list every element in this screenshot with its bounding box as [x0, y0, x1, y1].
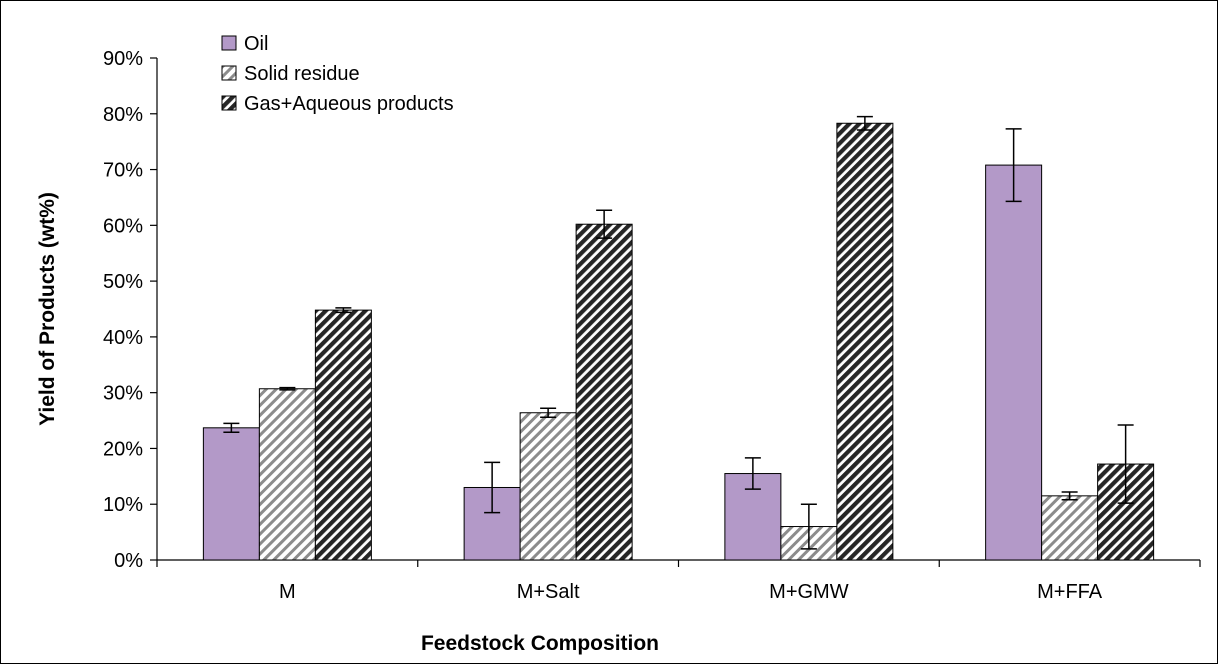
error-bar-oil-m-gmw [744, 457, 761, 490]
error-bar-solid-residue-m-salt [540, 407, 557, 418]
y-tick-label: 20% [103, 438, 143, 460]
y-tick-label: 10% [103, 494, 143, 516]
bar-oil-m-ffa [985, 164, 1043, 561]
bar-solid-residue-m-salt [519, 412, 577, 561]
bars-layer [202, 122, 1155, 561]
bar-gas-aqueous-products-m [314, 309, 372, 561]
legend-swatch-gas-aqueous-products [221, 95, 237, 111]
y-axis-title: Yield of Products (wt%) [36, 192, 59, 426]
y-tick-label: 0% [114, 550, 143, 572]
x-axis-title: Feedstock Composition [421, 632, 659, 655]
error-bar-gas-aqueous-products-m [335, 307, 352, 314]
bar-gas-aqueous-products-m-salt [575, 223, 633, 561]
legend-label-gas-aqueous-products: Gas+Aqueous products [244, 93, 454, 115]
y-tick-label: 40% [103, 327, 143, 349]
y-tick-label: 60% [103, 215, 143, 237]
bar-solid-residue-m [258, 388, 316, 561]
error-bar-gas-aqueous-products-m-gmw [856, 115, 873, 131]
y-tick-label: 90% [103, 48, 143, 70]
bar-solid-residue-m-ffa [1041, 495, 1099, 561]
bar-gas-aqueous-products-m-gmw [836, 122, 894, 561]
legend-swatch-solid-residue [221, 65, 237, 81]
x-tick-label: M [279, 581, 296, 603]
error-bar-oil-m [223, 422, 240, 434]
error-bars-layer [223, 115, 1134, 550]
error-bar-gas-aqueous-products-m-salt [596, 209, 613, 239]
error-bar-gas-aqueous-products-m-ffa [1117, 424, 1134, 504]
error-bar-oil-m-salt [484, 461, 501, 514]
x-tick-label: M+Salt [517, 581, 580, 603]
y-tick-label: 30% [103, 383, 143, 405]
error-bar-solid-residue-m [279, 386, 296, 391]
error-bar-solid-residue-m-ffa [1061, 491, 1078, 501]
y-tick-label: 70% [103, 160, 143, 182]
legend: Oil Solid residue Gas+Aqueous products [221, 33, 454, 115]
y-tick-label: 80% [103, 104, 143, 126]
y-tick-label: 50% [103, 271, 143, 293]
legend-label-oil: Oil [244, 33, 268, 55]
bar-oil-m [202, 427, 260, 561]
error-bar-oil-m-ffa [1005, 128, 1022, 203]
legend-label-solid-residue: Solid residue [244, 63, 360, 85]
x-tick-label: M+FFA [1037, 581, 1103, 603]
error-bar-solid-residue-m-gmw [800, 503, 817, 550]
x-tick-label: M+GMW [769, 581, 849, 603]
legend-swatch-oil [221, 35, 237, 51]
